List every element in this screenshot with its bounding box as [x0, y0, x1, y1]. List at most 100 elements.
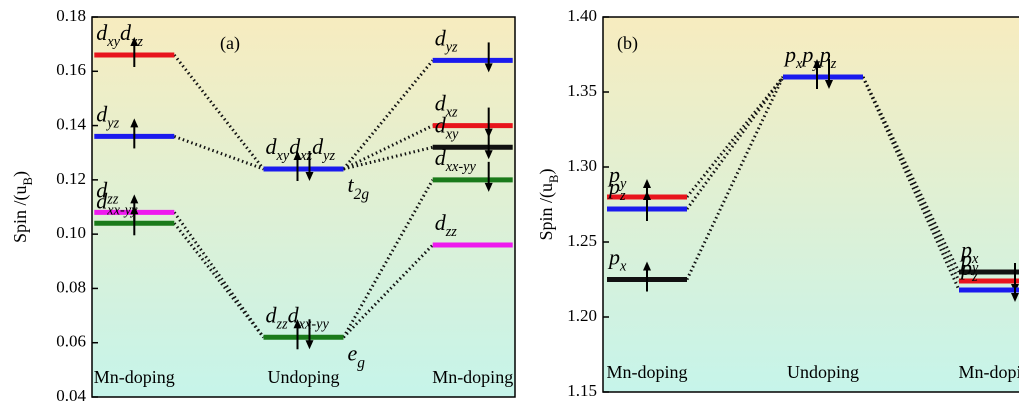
label-base: p [959, 246, 972, 271]
y-tick-label: 0.04 [56, 386, 86, 404]
connector [173, 222, 265, 339]
label-base: d [96, 188, 108, 213]
label-base: p [959, 255, 972, 280]
spin-arrow-head [643, 261, 651, 271]
connector [342, 124, 434, 171]
label-base: d [435, 112, 447, 137]
level-label: dzz [435, 210, 458, 240]
label-base: Spin /(u [536, 183, 557, 241]
connector [342, 243, 434, 339]
panel-label: (a) [220, 33, 240, 54]
label-sub: y [618, 176, 627, 192]
label-base: d [266, 134, 278, 159]
label-base: d [435, 210, 447, 235]
spin-arrow-head [484, 182, 493, 192]
label-sub: xx-yy [445, 159, 477, 175]
spin-arrow-head [484, 150, 493, 160]
connector [342, 59, 434, 170]
connector [173, 211, 265, 339]
label-base: Spin /(u [10, 185, 31, 243]
panel: 1.15 1.20 1.25 1.30 1.35 1.40 Spin /(uB) (b) Mn-… [536, 6, 1019, 400]
y-tick-label: 0.18 [56, 6, 86, 25]
column-label: Undoping [268, 367, 340, 387]
level-label: px [959, 237, 979, 267]
label-base: d [96, 101, 108, 126]
connector [861, 76, 961, 282]
label-sub: xy [106, 34, 120, 50]
level-label: pz [959, 255, 978, 285]
y-tick-label: 1.35 [567, 81, 597, 100]
label-base: d [289, 134, 301, 159]
label-sub: zz [106, 192, 119, 208]
label-sub: y [970, 260, 979, 276]
y-tick-label: 0.14 [56, 114, 86, 133]
group-label: t2g [348, 172, 370, 203]
column-label: Undoping [787, 362, 859, 382]
label-base: p [959, 237, 972, 262]
label-base: d [266, 302, 278, 327]
connector [861, 76, 961, 291]
label-sub: xy [276, 148, 290, 164]
spin-arrow-head [643, 179, 651, 188]
label-base: d [435, 91, 447, 116]
level-label: dyz [96, 101, 119, 131]
y-tick-label: 0.12 [56, 169, 86, 188]
label-base: d [120, 20, 132, 45]
spin-arrow-head [130, 118, 139, 128]
y-tick-label: 1.15 [567, 381, 597, 400]
label-sub: xz [299, 148, 312, 164]
panel-label: (b) [617, 33, 638, 54]
label-sub: yz [105, 116, 119, 132]
spin-arrow-head [484, 63, 493, 73]
y-tick-label: 1.30 [567, 156, 597, 175]
y-tick-label: 0.10 [56, 223, 86, 242]
label-base: p [607, 174, 620, 199]
level-label: px [607, 245, 627, 275]
connector [685, 76, 785, 198]
connector [342, 179, 435, 339]
label-base: p [607, 245, 620, 270]
level-label: pz [607, 174, 626, 204]
y-axis-label: Spin /(uB) [536, 169, 561, 241]
column-label: Mn-doping [607, 362, 688, 382]
label-base: e [348, 340, 358, 365]
level-label: dxz [435, 91, 458, 121]
label-sub: xy [445, 127, 459, 143]
spin-arrow-head [825, 80, 833, 89]
label-base: d [96, 20, 108, 45]
connector [173, 54, 265, 170]
spin-arrow-head [293, 151, 302, 160]
label-tail: ) [10, 171, 31, 177]
y-tick-label: 1.40 [567, 6, 597, 25]
group-label: eg [348, 340, 366, 371]
connector [343, 145, 434, 171]
connector [685, 76, 785, 210]
level-label: dyz [435, 25, 458, 55]
label-sub: yz [444, 40, 458, 56]
label-sub: z [830, 56, 837, 72]
column-label: Mn-doping [94, 367, 175, 387]
level-label: dxy [435, 112, 459, 142]
spin-arrow-head [130, 205, 139, 215]
label-base: d [312, 134, 324, 159]
spin-arrow-head [293, 319, 302, 329]
label-sub: z [971, 269, 978, 285]
level-label: py [959, 246, 979, 276]
level-label: dxydxz [96, 20, 143, 50]
level-label: dzzdxx-yy [266, 302, 330, 332]
label-sub: xz [130, 34, 143, 50]
y-tick-label: 0.08 [56, 277, 86, 296]
y-tick-label: 0.06 [56, 332, 86, 351]
label-sub: z [619, 188, 626, 204]
level-label: py [607, 162, 627, 192]
column-label: Mn-doping [432, 367, 513, 387]
panel: 0.04 0.06 0.08 0.10 0.12 0.14 0.16 0.18 Spin /(u… [10, 6, 516, 404]
label-sub: y [811, 56, 820, 72]
label-sub: xx-yy [106, 203, 138, 219]
label-sub: zz [445, 224, 458, 240]
label-sub: zz [276, 317, 289, 333]
spin-arrow-head [643, 191, 651, 200]
label-sub: yz [321, 148, 335, 164]
level-label: dxx-yy [96, 188, 138, 218]
label-base: p [800, 42, 813, 67]
